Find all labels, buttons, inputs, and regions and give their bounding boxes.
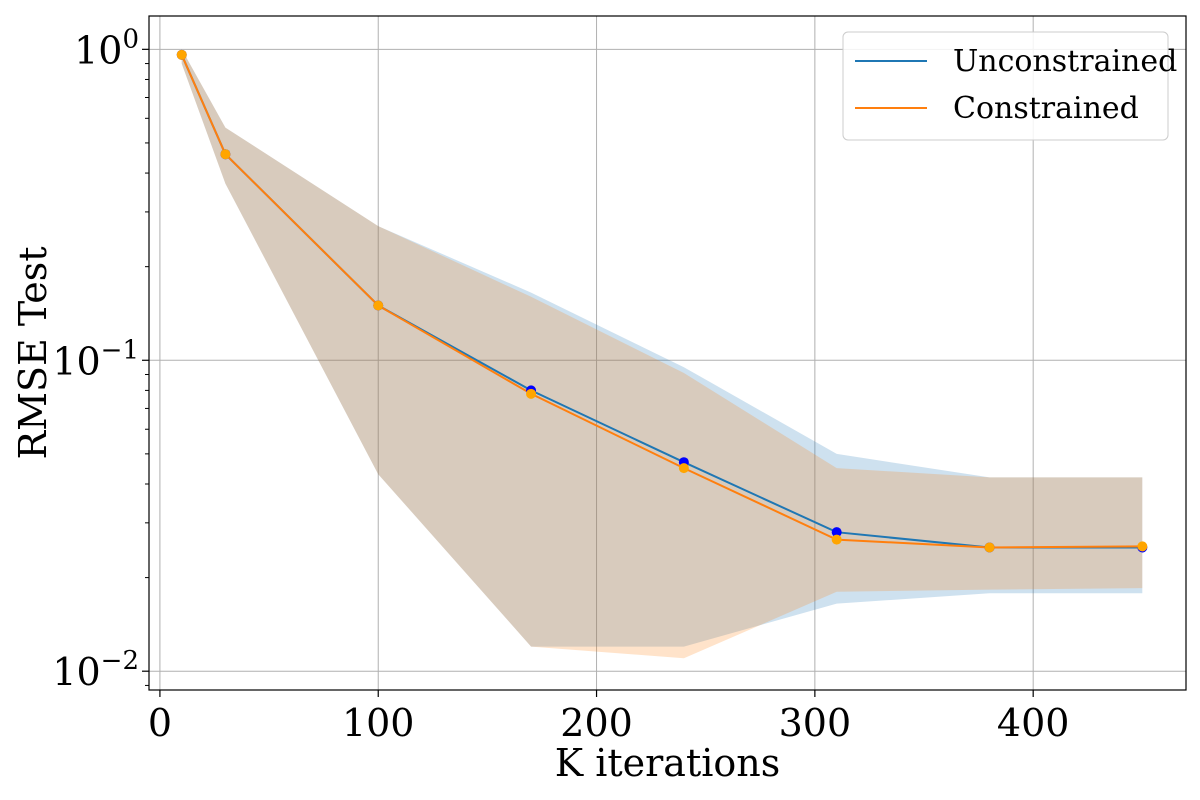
confidence-bands	[181, 49, 1143, 659]
x-tick-label: 200	[560, 701, 633, 745]
y-tick-label: 10−1	[52, 335, 139, 383]
band-unconstrained	[181, 49, 1143, 647]
x-tick-label: 100	[342, 701, 415, 745]
x-tick-label: 0	[148, 701, 172, 745]
line-constrained	[180, 54, 1143, 549]
legend-label: Unconstrained	[953, 44, 1177, 79]
y-axis-label: RMSE Test	[11, 246, 55, 459]
point-unconstrained	[831, 527, 842, 538]
point-constrained	[220, 149, 231, 160]
x-axis-label: K iterations	[555, 741, 780, 785]
point-constrained	[1137, 541, 1148, 552]
y-axis-ticks: 100 10−1 10−2	[52, 24, 149, 694]
band-constrained	[181, 49, 1143, 659]
point-constrained	[373, 300, 384, 311]
point-constrained	[526, 388, 537, 399]
x-tick-label: 400	[997, 701, 1070, 745]
y-tick-label: 10−2	[52, 646, 139, 694]
y-tick-label: 100	[74, 24, 139, 72]
x-axis-ticks: 0 100 200 300 400	[148, 690, 1070, 745]
plot-area	[148, 15, 1187, 691]
point-constrained	[831, 534, 842, 545]
x-tick-label: 300	[779, 701, 852, 745]
point-constrained	[678, 463, 689, 474]
point-constrained	[176, 49, 187, 60]
series-lines	[180, 54, 1143, 549]
legend-box	[842, 31, 1169, 141]
point-constrained	[984, 542, 995, 553]
legend-label: Constrained	[953, 91, 1139, 126]
series-markers	[176, 49, 1148, 553]
legend: Unconstrained Constrained	[842, 31, 1177, 141]
